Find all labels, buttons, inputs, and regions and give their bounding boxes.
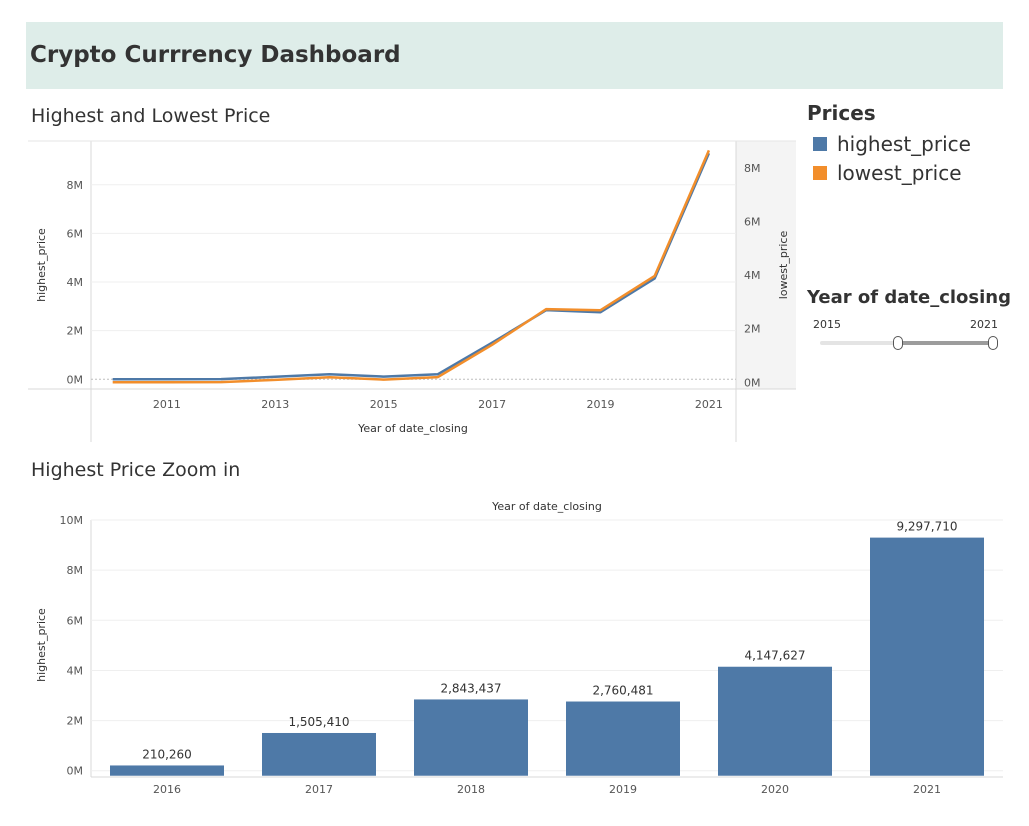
bar-2019[interactable]	[566, 701, 680, 776]
line-chart-y-tick-label: 0M	[67, 373, 84, 386]
bar-chart-x-tick-label: 2016	[153, 783, 181, 796]
bar-value-label: 4,147,627	[744, 649, 805, 663]
line-chart-y-tick-label: 8M	[67, 179, 84, 192]
bar-2017[interactable]	[262, 732, 376, 776]
line-chart-x-tick-label: 2019	[586, 398, 614, 411]
line-series-lowest-price	[112, 149, 711, 384]
bar-2018[interactable]	[414, 699, 528, 776]
bar-value-label: 2,843,437	[440, 681, 501, 695]
bar-2021[interactable]	[870, 537, 984, 776]
line-chart-y2-tick-label: 2M	[744, 323, 761, 336]
legend-swatch-lowest	[813, 166, 827, 180]
legend-label-highest: highest_price	[837, 132, 971, 156]
legend-label-lowest: lowest_price	[837, 161, 962, 185]
line-chart-y2-tick-label: 4M	[744, 269, 761, 282]
year-range-slider[interactable]	[820, 336, 998, 350]
line-chart-x-tick-label: 2017	[478, 398, 506, 411]
bar-2020[interactable]	[718, 666, 832, 776]
bar-chart-y-tick-label: 2M	[67, 715, 84, 728]
line-chart-title: Highest and Lowest Price	[31, 105, 271, 127]
line-chart-x-tick-label: 2015	[370, 398, 398, 411]
bar-chart-x-tick-label: 2020	[761, 783, 789, 796]
bar-chart-x-tick-label: 2021	[913, 783, 941, 796]
legend-item-lowest[interactable]: lowest_price	[813, 161, 962, 185]
bar-chart-y-tick-label: 0M	[67, 765, 84, 778]
bar-chart-y-tick-label: 8M	[67, 564, 84, 577]
bar-value-label: 2,760,481	[592, 684, 653, 698]
bar-chart-y-axis-label: highest_price	[35, 608, 48, 682]
line-chart-x-tick-label: 2011	[153, 398, 181, 411]
line-chart-y2-axis-label: lowest_price	[777, 231, 790, 300]
bar-2016[interactable]	[110, 765, 224, 776]
bar-chart-x-tick-label: 2017	[305, 783, 333, 796]
bar-value-label: 9,297,710	[896, 520, 957, 534]
dashboard-header: Crypto Currrency Dashboard	[26, 22, 1003, 89]
legend-swatch-highest	[813, 137, 827, 151]
line-chart-y-tick-label: 4M	[67, 276, 84, 289]
year-range-slider-min-handle[interactable]	[893, 336, 903, 350]
bar-chart-y-tick-label: 4M	[67, 664, 84, 677]
bar-value-label: 1,505,410	[288, 715, 349, 729]
bar-chart-y-tick-label: 10M	[60, 514, 84, 527]
bar-chart-x-tick-label: 2018	[457, 783, 485, 796]
line-chart-x-tick-label: 2013	[261, 398, 289, 411]
dashboard-title: Crypto Currrency Dashboard	[30, 42, 401, 68]
year-filter-min-label: 2015	[813, 318, 841, 331]
bar-chart-x-axis-label: Year of date_closing	[491, 500, 602, 513]
bar-chart-x-tick-label: 2019	[609, 783, 637, 796]
year-range-slider-max-handle[interactable]	[988, 336, 998, 350]
year-range-slider-fill	[898, 341, 997, 345]
bar-chart-title: Highest Price Zoom in	[31, 459, 241, 481]
line-chart-y2-tick-label: 8M	[744, 162, 761, 175]
line-chart-x-tick-label: 2021	[695, 398, 723, 411]
line-series-highest-price	[112, 152, 711, 381]
bar-chart-y-tick-label: 6M	[67, 614, 84, 627]
line-chart-y2-tick-label: 6M	[744, 215, 761, 228]
year-filter-title: Year of date_closing	[807, 287, 1011, 308]
legend-title: Prices	[807, 101, 876, 125]
line-chart-y2-tick-label: 0M	[744, 376, 761, 389]
line-chart-y-axis-label: highest_price	[35, 228, 48, 302]
line-chart-y-tick-label: 6M	[67, 227, 84, 240]
bar-value-label: 210,260	[142, 747, 192, 761]
line-chart-x-axis-label: Year of date_closing	[357, 422, 468, 435]
year-filter-max-label: 2021	[970, 318, 998, 331]
secondary-axis-background	[736, 141, 796, 389]
legend-item-highest[interactable]: highest_price	[813, 132, 971, 156]
line-chart-y-tick-label: 2M	[67, 325, 84, 338]
